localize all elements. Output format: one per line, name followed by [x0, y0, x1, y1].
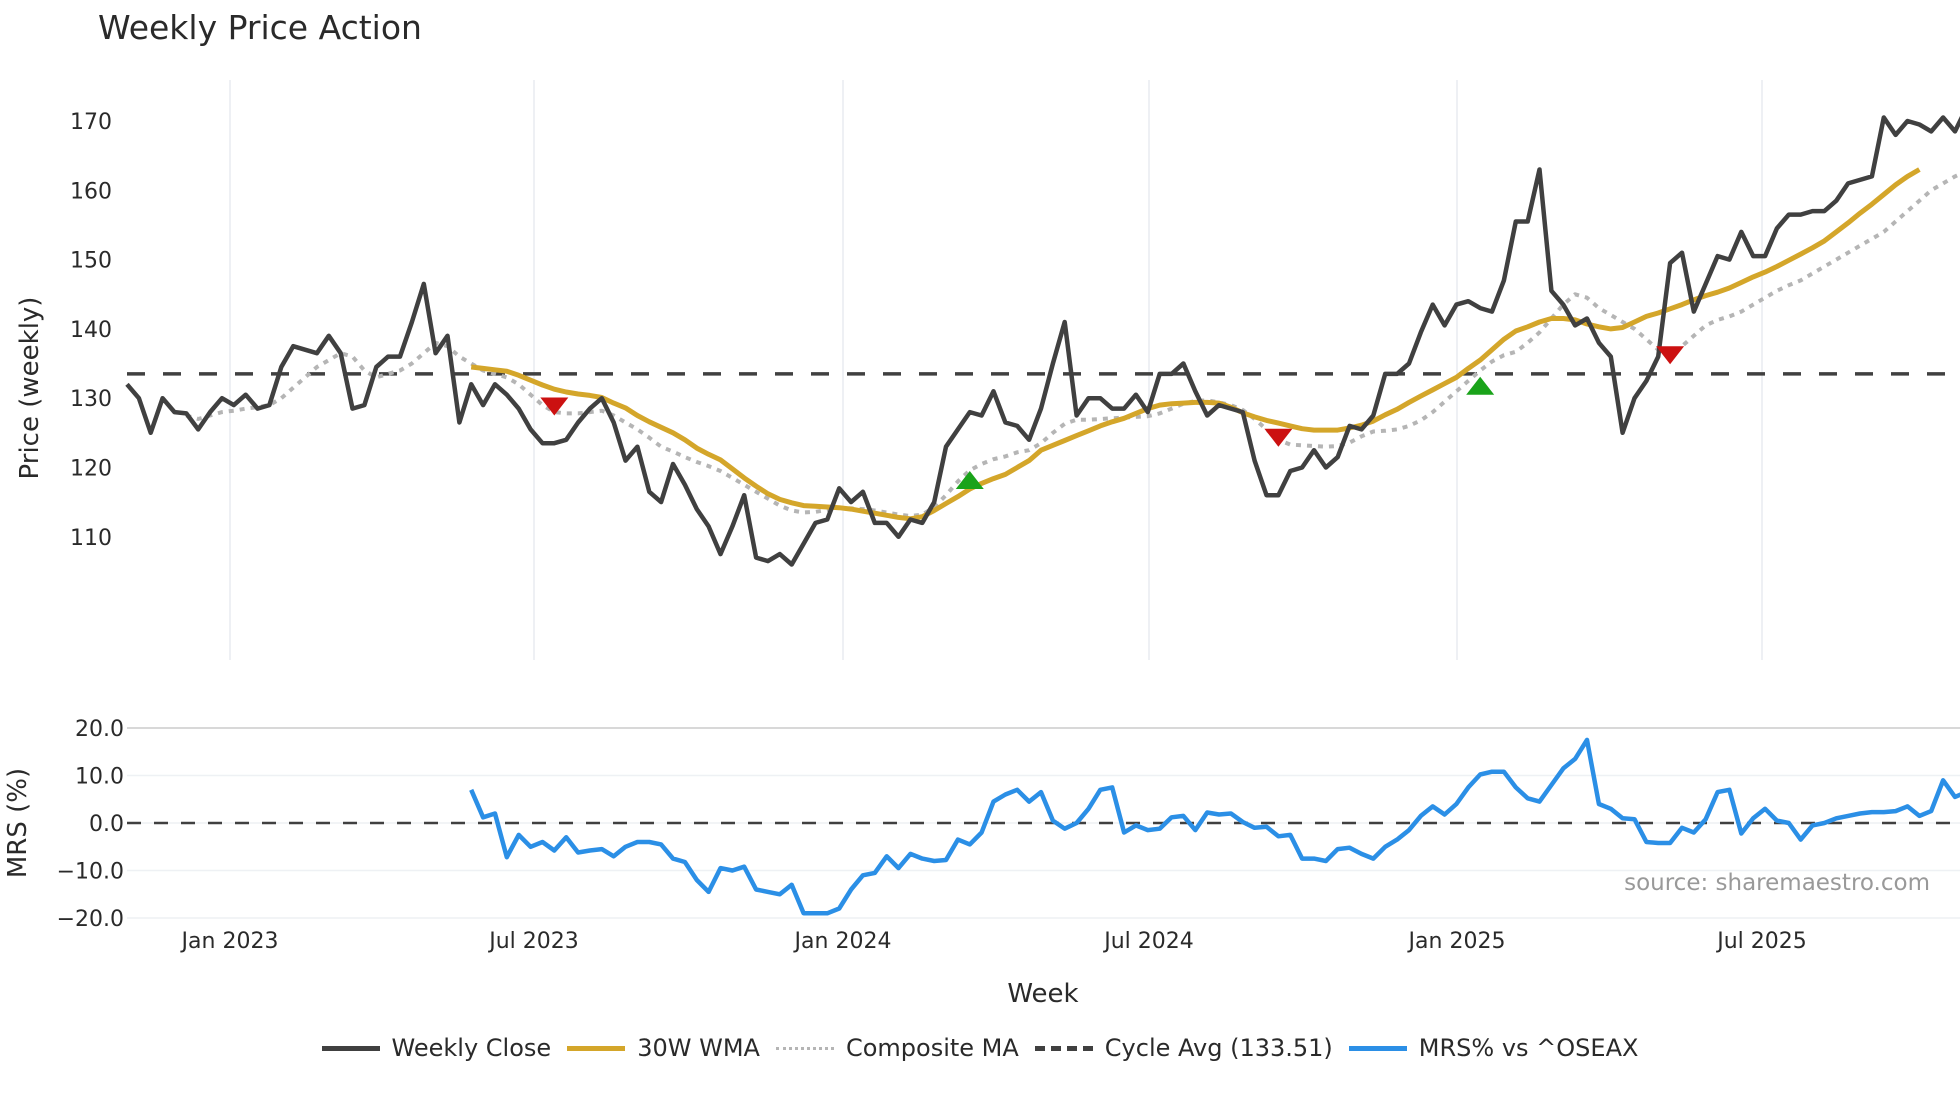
legend-swatch-icon [1348, 1045, 1407, 1051]
legend-label: Cycle Avg (133.51) [1104, 1034, 1333, 1062]
legend-item-wma[interactable]: 30W WMA [567, 1034, 760, 1062]
price-tick-label: 160 [70, 179, 112, 204]
legend-label: Weekly Close [391, 1034, 552, 1062]
legend-item-cycle[interactable]: Cycle Avg (133.51) [1034, 1034, 1333, 1062]
legend-item-composite[interactable]: Composite MA [775, 1034, 1019, 1062]
mrs-y-axis: −20.0 −10.0 0.0 10.0 20.0 [57, 717, 124, 932]
sell-signal-triangle-icon [1656, 346, 1685, 365]
price-axis-label: Price (weekly) [15, 297, 45, 480]
price-tick-label: 140 [70, 318, 112, 343]
mrs-tick-label: 0.0 [89, 812, 124, 837]
price-tick-label: 110 [70, 526, 112, 551]
weekly-close-line [125, 115, 1960, 567]
legend-swatch-icon [567, 1045, 626, 1051]
x-axis: Jan 2023 Jul 2023 Jan 2024 Jul 2024 Jan 2025… [180, 929, 1807, 954]
mrs-axis-label: MRS (%) [3, 768, 33, 878]
x-axis-label: Week [1007, 979, 1078, 1009]
mrs-tick-label: 10.0 [75, 765, 124, 790]
x-tick-label: Jul 2025 [1715, 929, 1807, 954]
sell-signal-triangle-icon [1264, 428, 1293, 447]
legend-swatch-icon [1034, 1045, 1093, 1051]
mrs-tick-label: −10.0 [57, 860, 124, 885]
legend-label: 30W WMA [637, 1034, 760, 1062]
price-y-axis: 110 120 130 140 150 160 170 [70, 110, 112, 551]
legend: Weekly Close 30W WMA Composite MA Cycle Avg… [0, 1034, 1960, 1062]
x-tick-label: Jan 2023 [180, 929, 279, 954]
mrs-tick-label: 20.0 [75, 717, 124, 742]
price-tick-label: 120 [70, 457, 112, 482]
legend-item-close[interactable]: Weekly Close [321, 1034, 552, 1062]
legend-item-mrs[interactable]: MRS% vs ^OSEAX [1348, 1034, 1639, 1062]
price-tick-label: 130 [70, 387, 112, 412]
composite-ma-line [185, 171, 1960, 518]
x-tick-label: Jul 2023 [487, 929, 579, 954]
x-tick-label: Jul 2024 [1102, 929, 1194, 954]
legend-label: MRS% vs ^OSEAX [1418, 1034, 1639, 1062]
price-tick-label: 150 [70, 249, 112, 274]
mrs-tick-label: −20.0 [57, 907, 124, 932]
legend-swatch-icon [321, 1045, 380, 1051]
legend-swatch-icon [775, 1046, 834, 1050]
mrs-line [469, 737, 1960, 916]
series-lines [125, 115, 1960, 916]
wma-line [470, 167, 1921, 522]
price-tick-label: 170 [70, 110, 112, 135]
buy-signal-triangle-icon [1466, 376, 1495, 395]
sell-signal-triangle-icon [540, 397, 569, 416]
buy-signal-triangle-icon [955, 470, 984, 489]
legend-label: Composite MA [845, 1034, 1019, 1062]
x-tick-label: Jan 2024 [793, 929, 892, 954]
x-tick-label: Jan 2025 [1407, 929, 1506, 954]
source-note: source: sharemaestro.com [1624, 870, 1930, 896]
chart-title: Weekly Price Action [98, 8, 422, 47]
signal-markers [540, 346, 1685, 489]
